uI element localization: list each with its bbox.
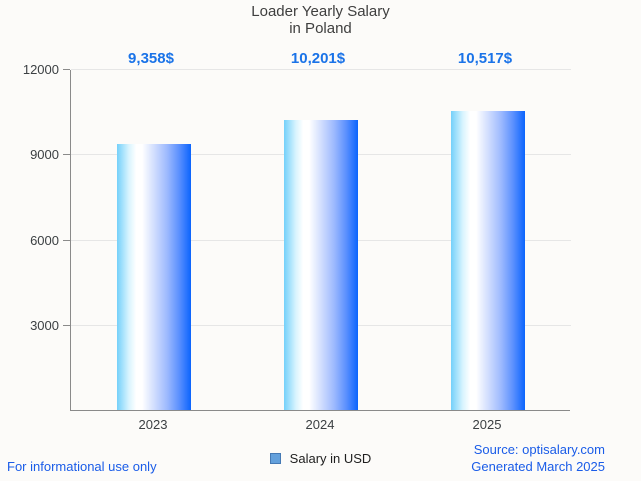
y-tick-9000: [63, 154, 70, 155]
x-axis-label-2024: 2024: [305, 417, 335, 432]
legend: Salary in USD: [0, 451, 641, 466]
bar-2025[interactable]: [451, 111, 525, 410]
y-axis-label-12000: 12000: [22, 62, 59, 77]
chart-title: Loader Yearly Salary in Poland: [0, 3, 641, 37]
y-tick-12000: [63, 69, 70, 70]
source-link[interactable]: Source: optisalary.com: [473, 442, 605, 457]
y-tick-3000: [63, 325, 70, 326]
y-tick-6000: [63, 240, 70, 241]
y-axis-label-9000: 9000: [30, 147, 59, 162]
disclaimer-text: For informational use only: [7, 459, 157, 474]
value-label-2024: 10,201$: [290, 50, 346, 67]
x-axis-label-2025: 2025: [472, 417, 502, 432]
value-label-2023: 9,358$: [128, 50, 174, 67]
bar-2023[interactable]: [117, 144, 191, 410]
x-axis-label-2023: 2023: [138, 417, 168, 432]
gridline-12000: [71, 69, 571, 70]
bar-2024[interactable]: [284, 120, 358, 410]
plot-area: [70, 69, 571, 411]
footer-right: Source: optisalary.com Generated March 2…: [471, 441, 605, 475]
generated-date: Generated March 2025: [471, 459, 605, 474]
chart-title-line1: Loader Yearly Salary: [251, 3, 390, 20]
value-label-2025: 10,517$: [457, 50, 513, 67]
chart-title-line2: in Poland: [289, 20, 352, 37]
y-axis-label-6000: 6000: [30, 233, 59, 248]
legend-swatch-icon: [269, 453, 281, 464]
y-axis-label-3000: 3000: [30, 318, 59, 333]
legend-label: Salary in USD: [289, 451, 372, 466]
